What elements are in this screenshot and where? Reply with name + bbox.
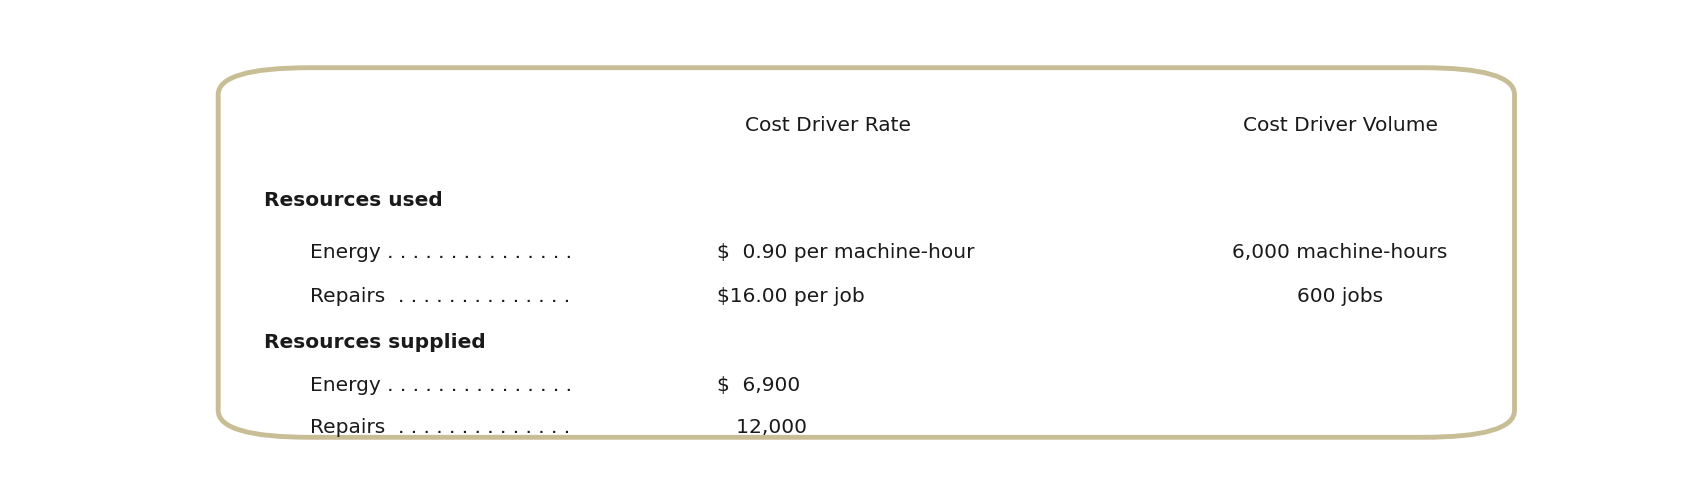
FancyBboxPatch shape	[218, 68, 1515, 438]
Text: $  0.90 per machine-hour: $ 0.90 per machine-hour	[716, 243, 973, 262]
Text: Repairs  . . . . . . . . . . . . . .: Repairs . . . . . . . . . . . . . .	[310, 418, 571, 437]
Text: Resources supplied: Resources supplied	[264, 334, 486, 352]
Text: Repairs  . . . . . . . . . . . . . .: Repairs . . . . . . . . . . . . . .	[310, 288, 571, 306]
Text: Energy . . . . . . . . . . . . . . .: Energy . . . . . . . . . . . . . . .	[310, 376, 572, 395]
Text: Cost Driver Volume: Cost Driver Volume	[1243, 116, 1437, 135]
Text: Cost Driver Rate: Cost Driver Rate	[745, 116, 911, 135]
Text: 600 jobs: 600 jobs	[1297, 288, 1383, 306]
Text: $  6,900: $ 6,900	[716, 376, 801, 395]
Text: 6,000 machine-hours: 6,000 machine-hours	[1233, 243, 1448, 262]
Text: Resources used: Resources used	[264, 191, 444, 210]
Text: $16.00 per job: $16.00 per job	[716, 288, 865, 306]
Text: 12,000: 12,000	[716, 418, 808, 437]
Text: Energy . . . . . . . . . . . . . . .: Energy . . . . . . . . . . . . . . .	[310, 243, 572, 262]
